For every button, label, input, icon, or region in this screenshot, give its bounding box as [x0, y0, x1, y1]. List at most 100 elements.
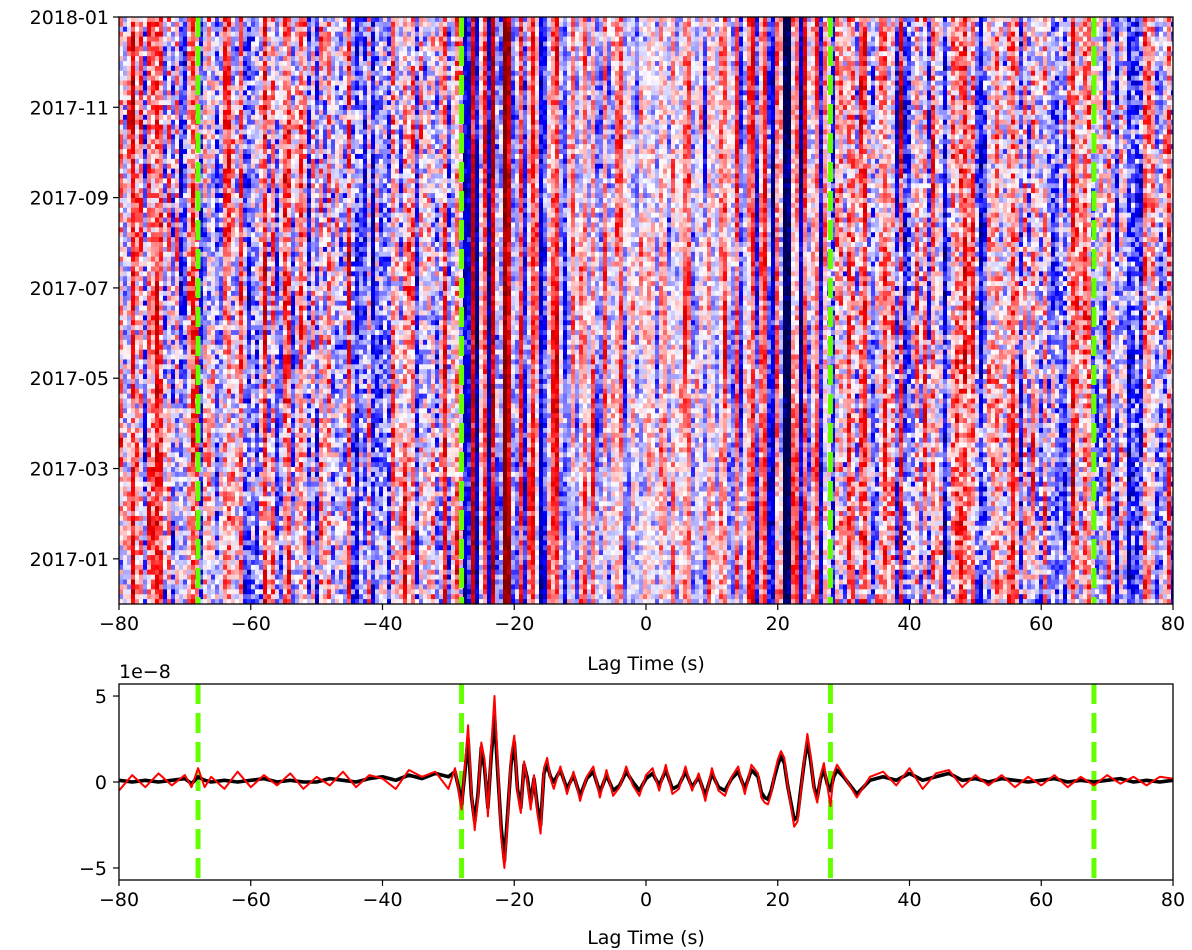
heatmap-cell — [175, 124, 180, 130]
heatmap-cell — [279, 515, 284, 522]
heatmap-cell — [239, 119, 244, 126]
heatmap-cell — [155, 530, 160, 536]
heatmap-cell — [231, 41, 236, 47]
heatmap-cell — [259, 564, 264, 571]
heatmap-cell — [263, 188, 268, 194]
heatmap-cell — [127, 261, 132, 267]
heatmap-cell — [151, 90, 156, 96]
heatmap-cell — [159, 330, 164, 336]
heatmap-cell — [235, 183, 240, 189]
heatmap-cell — [179, 511, 184, 517]
heatmap-cell — [211, 569, 216, 576]
heatmap-cell — [211, 584, 216, 590]
heatmap-cell — [147, 85, 152, 91]
heatmap-cell — [211, 212, 216, 218]
heatmap-cell — [131, 36, 136, 42]
heatmap-cell — [147, 90, 152, 96]
heatmap-cell — [215, 462, 220, 468]
heatmap-cell — [171, 173, 176, 179]
heatmap-cell — [267, 17, 272, 23]
heatmap-cell — [119, 442, 124, 448]
heatmap-cell — [239, 188, 244, 194]
heatmap-cell — [267, 65, 272, 72]
heatmap-cell — [179, 339, 184, 346]
heatmap-cell — [267, 281, 272, 287]
heatmap-cell — [227, 144, 232, 150]
heatmap-cell — [223, 119, 228, 126]
heatmap-cell — [119, 364, 124, 370]
heatmap-cell — [243, 481, 248, 487]
heatmap-cell — [131, 70, 136, 77]
heatmap-cell — [227, 261, 232, 267]
heatmap-cell — [135, 90, 140, 96]
heatmap-cell — [207, 300, 212, 307]
heatmap-cell — [175, 193, 180, 199]
heatmap-cell — [215, 388, 220, 395]
heatmap-cell — [183, 501, 188, 507]
heatmap-cell — [159, 413, 164, 419]
heatmap-cell — [275, 85, 280, 91]
heatmap-cell — [119, 31, 124, 37]
heatmap-cell — [231, 476, 236, 483]
heatmap-cell — [211, 149, 216, 155]
heatmap-cell — [275, 242, 280, 248]
heatmap-cell — [263, 491, 268, 497]
heatmap-cell — [191, 261, 196, 267]
heatmap-cell — [263, 271, 268, 277]
heatmap-cell — [239, 334, 244, 341]
heatmap-cell — [183, 246, 188, 253]
heatmap-cell — [267, 427, 272, 434]
heatmap-cell — [195, 70, 200, 77]
heatmap-cell — [167, 442, 172, 448]
heatmap-cell — [131, 359, 136, 365]
heatmap-cell — [179, 418, 184, 424]
heatmap-cell — [139, 129, 144, 135]
heatmap-cell — [271, 281, 276, 287]
heatmap-cell — [275, 173, 280, 179]
heatmap-cell — [191, 36, 196, 42]
heatmap-cell — [259, 471, 264, 478]
heatmap-cell — [179, 408, 184, 414]
heatmap-cell — [163, 178, 168, 184]
heatmap-cell — [151, 359, 156, 365]
heatmap-cell — [191, 305, 196, 311]
heatmap-cell — [207, 555, 212, 561]
heatmap-cell — [203, 158, 208, 165]
heatmap-cell — [211, 70, 216, 77]
heatmap-cell — [239, 403, 244, 409]
heatmap-cell — [191, 427, 196, 434]
heatmap-cell — [275, 589, 280, 595]
heatmap-cell — [171, 227, 176, 233]
heatmap-cell — [171, 232, 176, 238]
heatmap-cell — [175, 491, 180, 497]
heatmap-cell — [235, 467, 240, 473]
heatmap-cell — [199, 501, 204, 507]
heatmap-cell — [135, 222, 140, 228]
heatmap-cell — [131, 447, 136, 453]
heatmap-cell — [215, 95, 220, 101]
heatmap-cell — [239, 295, 244, 302]
heatmap-cell — [131, 599, 136, 604]
heatmap-cell — [223, 496, 228, 502]
heatmap-cell — [215, 26, 220, 33]
heatmap-cell — [255, 486, 260, 492]
heatmap-cell — [243, 564, 248, 571]
heatmap-cell — [243, 251, 248, 258]
heatmap-cell — [163, 437, 168, 443]
heatmap-cell — [227, 501, 232, 507]
heatmap-cell — [263, 427, 268, 434]
heatmap-cell — [199, 344, 204, 351]
heatmap-cell — [191, 173, 196, 179]
heatmap-cell — [263, 290, 268, 297]
heatmap-cell — [239, 26, 244, 33]
heatmap-cell — [175, 237, 180, 243]
heatmap-cell — [123, 423, 128, 429]
heatmap-cell — [207, 251, 212, 258]
heatmap-cell — [171, 188, 176, 194]
heatmap-cell — [223, 427, 228, 434]
heatmap-cell — [247, 393, 252, 399]
heatmap-cell — [159, 584, 164, 590]
heatmap-cell — [235, 21, 240, 28]
heatmap-cell — [143, 256, 148, 262]
heatmap-cell — [207, 564, 212, 571]
